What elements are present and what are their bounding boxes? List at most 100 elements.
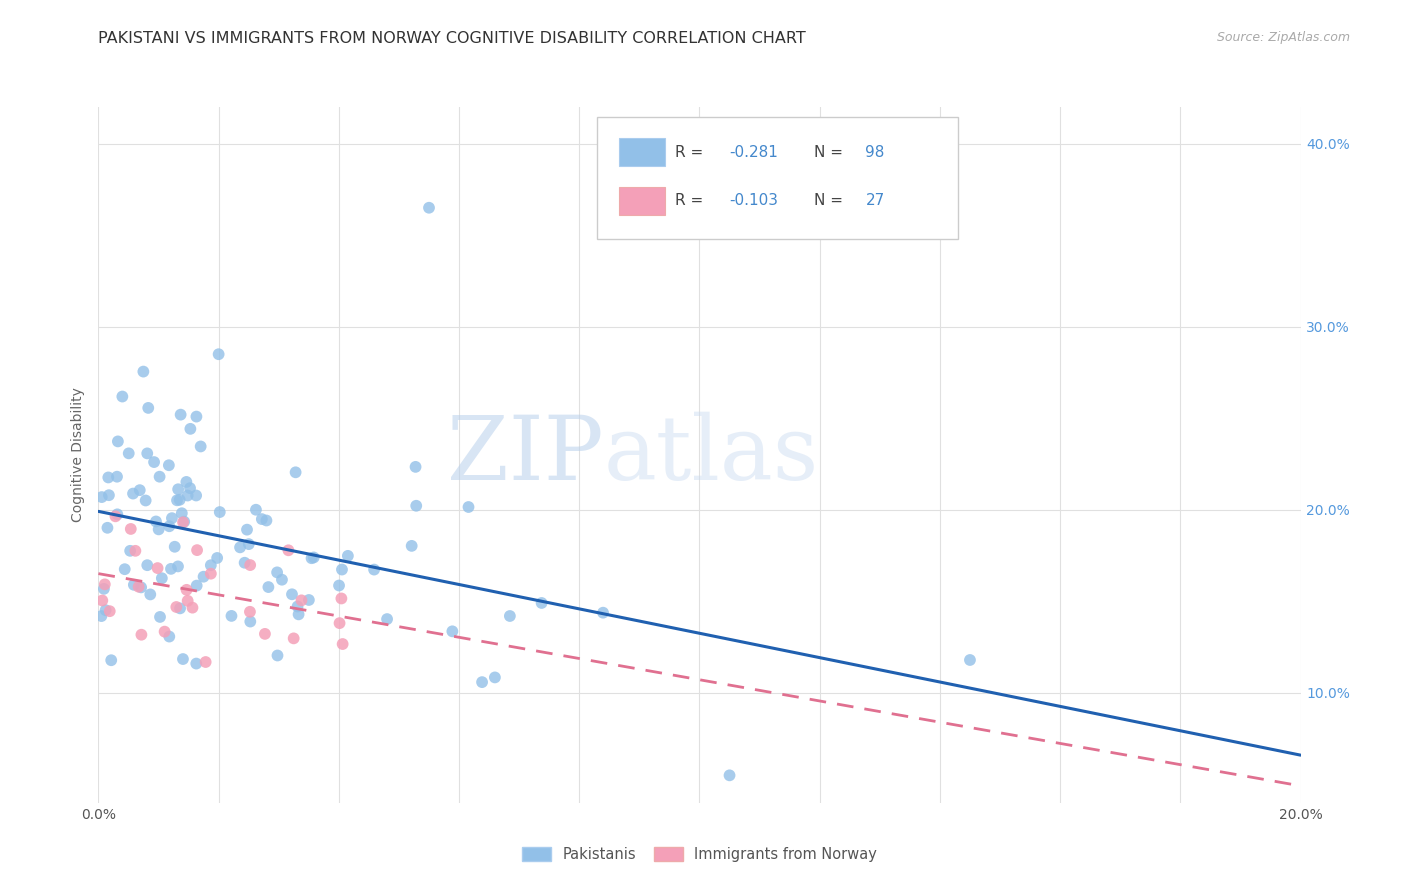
Point bbox=[179, 422, 201, 436]
Point bbox=[290, 593, 312, 607]
Point bbox=[250, 512, 273, 526]
Point bbox=[176, 594, 198, 608]
Text: ZIP: ZIP bbox=[447, 411, 603, 499]
Point bbox=[122, 486, 145, 500]
Point bbox=[176, 475, 198, 489]
Point bbox=[118, 446, 141, 460]
Point bbox=[301, 551, 323, 566]
Point bbox=[136, 401, 159, 415]
Point bbox=[266, 566, 288, 580]
FancyBboxPatch shape bbox=[619, 138, 665, 166]
Point bbox=[592, 606, 614, 620]
Point bbox=[136, 446, 159, 460]
Point bbox=[405, 459, 427, 474]
Point bbox=[169, 601, 191, 615]
Point bbox=[281, 587, 304, 601]
Text: Source: ZipAtlas.com: Source: ZipAtlas.com bbox=[1216, 31, 1350, 45]
Point bbox=[298, 593, 321, 607]
Point bbox=[254, 514, 277, 528]
Point bbox=[91, 593, 114, 607]
Point bbox=[172, 652, 194, 666]
Point bbox=[238, 537, 260, 551]
Point bbox=[239, 558, 262, 572]
Point bbox=[499, 609, 522, 624]
Point bbox=[166, 493, 188, 508]
Point bbox=[239, 615, 262, 629]
Point bbox=[165, 600, 187, 615]
Point bbox=[149, 610, 172, 624]
Point bbox=[136, 558, 159, 573]
Text: PAKISTANI VS IMMIGRANTS FROM NORWAY COGNITIVE DISABILITY CORRELATION CHART: PAKISTANI VS IMMIGRANTS FROM NORWAY COGN… bbox=[98, 31, 806, 46]
Point bbox=[170, 506, 193, 520]
Point bbox=[122, 578, 145, 592]
Point bbox=[105, 508, 128, 522]
Point bbox=[718, 768, 741, 782]
Point bbox=[200, 566, 222, 581]
Point bbox=[457, 500, 479, 514]
Point bbox=[169, 492, 191, 507]
Point bbox=[173, 515, 195, 529]
FancyBboxPatch shape bbox=[619, 187, 665, 215]
Point bbox=[104, 509, 127, 524]
Point bbox=[959, 653, 981, 667]
Point bbox=[229, 541, 252, 555]
Point bbox=[208, 347, 231, 361]
Point bbox=[328, 578, 350, 592]
Point bbox=[146, 561, 169, 575]
Point bbox=[287, 599, 309, 614]
Point bbox=[418, 201, 440, 215]
Text: -0.281: -0.281 bbox=[730, 145, 779, 160]
Point bbox=[332, 637, 354, 651]
Y-axis label: Cognitive Disability: Cognitive Disability bbox=[70, 387, 84, 523]
Point bbox=[181, 600, 204, 615]
Point bbox=[153, 624, 176, 639]
Point bbox=[94, 603, 117, 617]
Point bbox=[114, 562, 136, 576]
Point bbox=[245, 502, 267, 516]
Point bbox=[100, 653, 122, 667]
Point bbox=[145, 515, 167, 529]
Point bbox=[471, 675, 494, 690]
Text: R =: R = bbox=[675, 194, 709, 209]
Point bbox=[200, 558, 222, 573]
Point bbox=[401, 539, 423, 553]
Point bbox=[239, 605, 262, 619]
Point bbox=[233, 556, 256, 570]
Point bbox=[128, 580, 150, 594]
Point bbox=[97, 470, 120, 484]
Text: N =: N = bbox=[814, 145, 848, 160]
Point bbox=[90, 609, 112, 624]
FancyBboxPatch shape bbox=[598, 118, 957, 239]
Point bbox=[330, 591, 353, 606]
Point bbox=[107, 434, 129, 449]
Point bbox=[128, 483, 150, 497]
Point bbox=[208, 505, 231, 519]
Point bbox=[221, 608, 243, 623]
Text: -0.103: -0.103 bbox=[730, 194, 779, 209]
Point bbox=[131, 628, 153, 642]
Point bbox=[236, 523, 259, 537]
Text: N =: N = bbox=[814, 194, 848, 209]
Point bbox=[253, 627, 276, 641]
Point bbox=[405, 499, 427, 513]
Point bbox=[363, 563, 385, 577]
Point bbox=[277, 543, 299, 558]
Point bbox=[105, 469, 128, 483]
Point bbox=[186, 543, 208, 558]
Point bbox=[186, 657, 208, 671]
Point bbox=[120, 544, 142, 558]
Point bbox=[120, 522, 142, 536]
Point bbox=[143, 455, 166, 469]
Point bbox=[441, 624, 464, 639]
Point bbox=[190, 440, 212, 454]
Point bbox=[167, 559, 190, 574]
Point bbox=[163, 540, 186, 554]
Point bbox=[135, 493, 157, 508]
Point bbox=[157, 458, 180, 473]
Point bbox=[93, 582, 115, 596]
Point bbox=[266, 648, 288, 663]
Text: R =: R = bbox=[675, 145, 709, 160]
Point bbox=[184, 488, 207, 502]
Point bbox=[169, 408, 191, 422]
Point bbox=[98, 604, 121, 618]
